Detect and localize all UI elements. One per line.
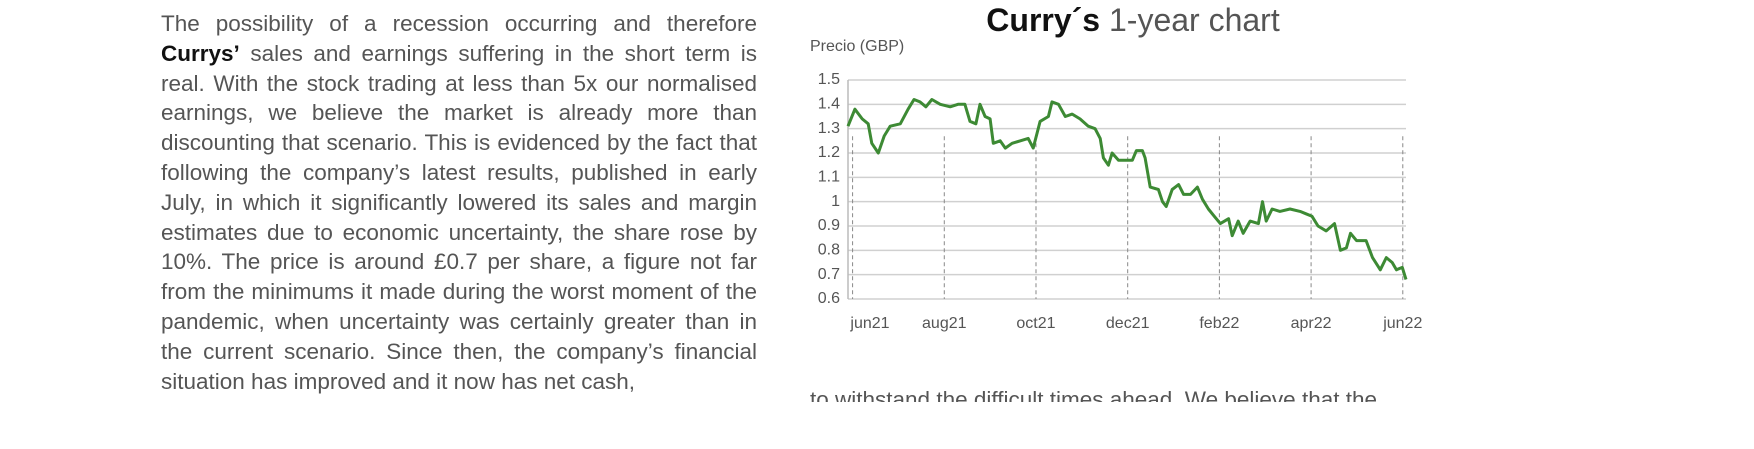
y-axis-label: Precio (GBP) [810, 38, 904, 55]
paragraph-lead: The possibility of a recession occurring… [161, 11, 757, 36]
x-tick-label: feb22 [1199, 315, 1239, 332]
x-tick-label: jun22 [1382, 315, 1422, 332]
y-tick-label: 1.5 [818, 71, 840, 88]
y-tick-label: 1.1 [818, 169, 840, 186]
chart-title-bold: Curry´s [986, 2, 1100, 38]
y-tick-label: 1.2 [818, 144, 840, 161]
paragraph: The possibility of a recession occurring… [161, 9, 757, 401]
y-tick-label: 0.7 [818, 266, 840, 283]
company-name: Currys’ [161, 40, 240, 66]
x-tick-label: dec21 [1106, 315, 1150, 332]
chart-title-rest: 1-year chart [1100, 2, 1280, 38]
y-tick-label: 0.6 [818, 290, 840, 307]
x-tick-label: apr22 [1291, 315, 1332, 332]
y-tick-label: 0.9 [818, 217, 840, 234]
chart-title: Curry´s 1-year chart [986, 2, 1280, 38]
x-tick-label: aug21 [922, 315, 967, 332]
y-tick-label: 1.3 [818, 120, 840, 137]
x-tick-label: oct21 [1016, 315, 1055, 332]
y-tick-label: 1 [831, 193, 840, 210]
paragraph-continuation: to withstand the difficult times ahead. … [810, 387, 1378, 402]
paragraph-body: sales and earnings suffering in the shor… [161, 40, 757, 394]
y-tick-label: 0.8 [818, 242, 840, 259]
y-tick-label: 1.4 [818, 96, 840, 113]
price-line [846, 98, 1408, 280]
x-tick-label: jun21 [849, 315, 889, 332]
